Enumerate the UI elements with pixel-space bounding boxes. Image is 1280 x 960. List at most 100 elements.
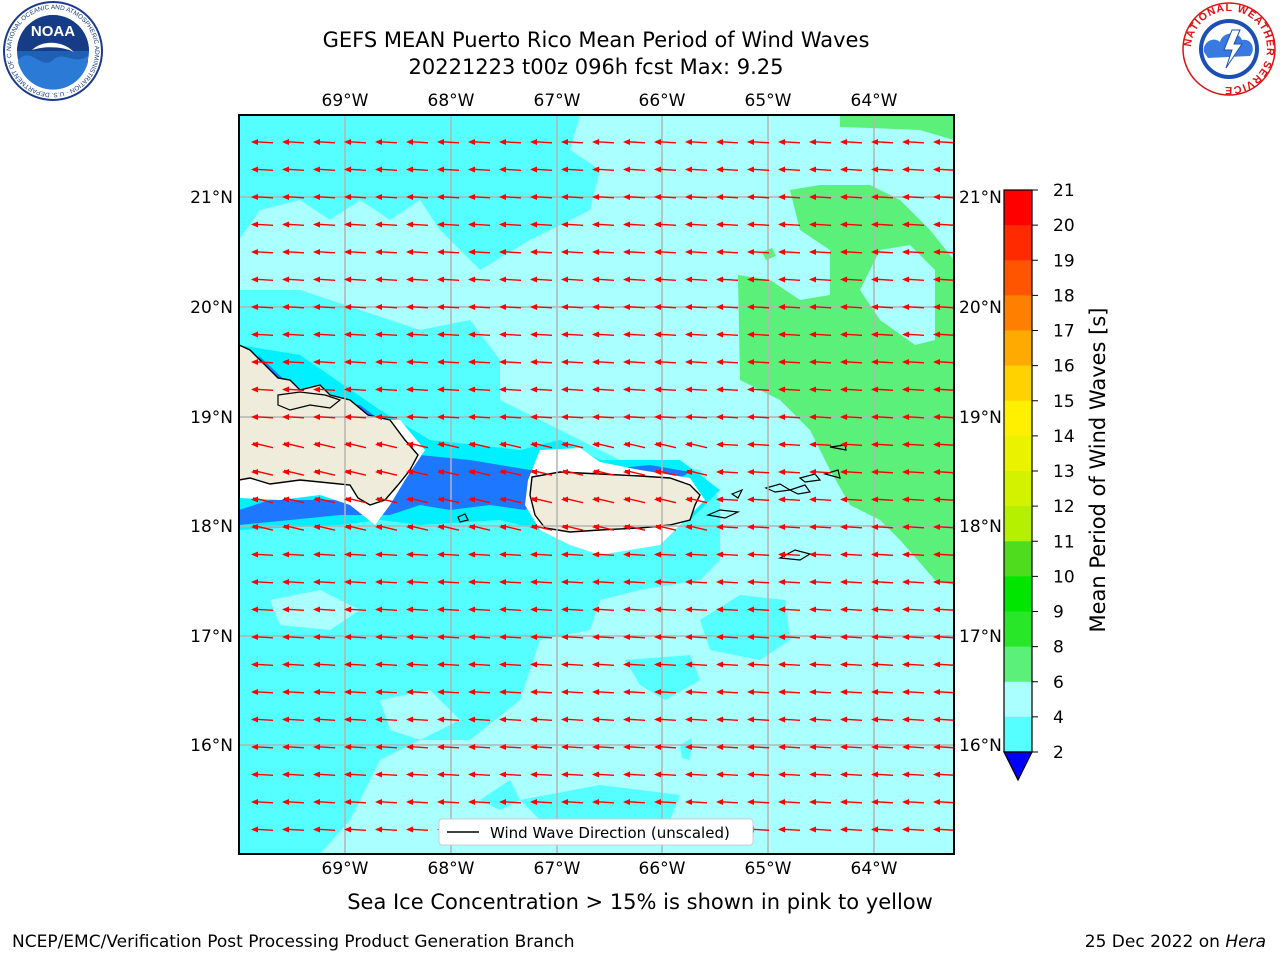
wind-arrow bbox=[251, 194, 274, 200]
wind-arrow bbox=[747, 331, 770, 338]
colorbar-segment bbox=[1004, 190, 1032, 226]
wind-arrow bbox=[716, 441, 739, 448]
wind-arrow bbox=[840, 661, 863, 668]
wind-arrow bbox=[375, 221, 398, 228]
wind-arrow bbox=[685, 551, 708, 558]
wind-arrow bbox=[716, 771, 739, 778]
wind-arrow bbox=[716, 689, 739, 695]
wind-arrow bbox=[530, 661, 553, 668]
wind-arrow bbox=[251, 414, 274, 420]
wind-arrow bbox=[902, 716, 925, 723]
wind-arrow bbox=[437, 304, 460, 310]
wind-arrow bbox=[344, 496, 367, 504]
wind-arrow bbox=[654, 661, 677, 668]
wind-arrow bbox=[499, 551, 522, 558]
wind-arrow bbox=[375, 579, 398, 585]
wind-arrow bbox=[809, 689, 832, 695]
wind-arrow bbox=[499, 139, 522, 145]
wind-arrow bbox=[437, 359, 460, 365]
wind-arrow bbox=[623, 689, 646, 695]
wind-arrow bbox=[902, 524, 925, 530]
wind-arrow bbox=[406, 331, 429, 338]
wind-arrow bbox=[437, 496, 460, 504]
wind-arrow bbox=[778, 716, 801, 723]
wind-arrow bbox=[375, 716, 398, 723]
wind-arrow bbox=[840, 276, 863, 283]
wind-arrow bbox=[592, 276, 615, 283]
wind-arrow bbox=[592, 166, 615, 173]
wind-arrow bbox=[499, 661, 522, 668]
wind-arrow bbox=[747, 359, 770, 365]
wind-arrow bbox=[840, 524, 863, 530]
wind-arrow bbox=[282, 689, 305, 695]
wind-arrow bbox=[375, 386, 398, 393]
wind-arrow bbox=[406, 716, 429, 723]
wind-arrow bbox=[468, 716, 491, 723]
wind-arrow bbox=[685, 194, 708, 200]
wind-arrow bbox=[406, 771, 429, 778]
wind-arrow bbox=[530, 441, 553, 449]
wind-arrow bbox=[530, 331, 553, 338]
wind-arrow bbox=[592, 661, 615, 668]
wind-arrow bbox=[933, 634, 954, 640]
wind-arrow bbox=[437, 469, 460, 476]
wind-arrow bbox=[871, 716, 894, 723]
colorbar-segment bbox=[1004, 435, 1032, 472]
lon-tick-label: 66°W bbox=[639, 91, 686, 111]
wind-arrow bbox=[530, 386, 553, 393]
wind-arrow bbox=[716, 606, 739, 613]
colorbar-segment bbox=[1004, 471, 1032, 507]
wind-arrow bbox=[437, 221, 460, 228]
wind-arrow bbox=[747, 386, 770, 393]
wind-arrow bbox=[406, 661, 429, 668]
wind-arrow bbox=[840, 689, 863, 695]
wind-arrow bbox=[654, 139, 677, 145]
wind-arrow bbox=[499, 386, 522, 393]
wind-arrow bbox=[685, 524, 708, 531]
period-band-8-9 bbox=[380, 690, 460, 740]
wind-arrow bbox=[375, 331, 398, 338]
wind-arrow bbox=[251, 689, 274, 695]
wind-arrow bbox=[809, 661, 832, 668]
colorbar-tick-label: 4 bbox=[1053, 708, 1064, 728]
colorbar-tick-label: 18 bbox=[1053, 286, 1075, 306]
wind-arrow bbox=[375, 496, 398, 504]
wind-arrow bbox=[716, 386, 739, 393]
wind-arrow bbox=[840, 441, 863, 448]
footer-machine: Hera bbox=[1225, 932, 1266, 952]
wind-arrow bbox=[251, 826, 274, 833]
wind-arrow bbox=[530, 304, 553, 310]
wind-arrow bbox=[902, 359, 925, 365]
wind-arrow bbox=[902, 304, 925, 310]
wind-arrow bbox=[468, 304, 491, 310]
wind-arrow bbox=[592, 249, 615, 255]
wind-arrow bbox=[747, 661, 770, 668]
lon-tick-label: 67°W bbox=[534, 859, 581, 879]
wind-arrow bbox=[654, 469, 677, 476]
wind-arrow bbox=[406, 359, 429, 365]
wind-arrow bbox=[561, 744, 584, 750]
wind-arrow bbox=[344, 744, 367, 750]
wind-arrow bbox=[313, 771, 336, 778]
wind-arrow bbox=[251, 496, 274, 504]
wind-arrow bbox=[933, 771, 954, 778]
wind-arrow bbox=[592, 744, 615, 750]
wind-arrow bbox=[468, 661, 491, 668]
colorbar-tick-label: 20 bbox=[1053, 216, 1075, 236]
wind-arrow bbox=[561, 276, 584, 283]
wind-arrow bbox=[902, 249, 925, 255]
wind-arrow bbox=[747, 799, 770, 805]
wind-arrow bbox=[623, 221, 646, 228]
wind-arrow bbox=[561, 221, 584, 228]
wind-arrow bbox=[716, 276, 739, 283]
wind-arrow bbox=[685, 304, 708, 310]
wind-arrow bbox=[685, 276, 708, 283]
lat-tick-label: 17°N bbox=[190, 627, 233, 647]
lon-tick-label: 68°W bbox=[428, 859, 475, 879]
wind-arrow bbox=[716, 524, 739, 530]
lat-ticks-right: 21°N 20°N 19°N 18°N 17°N 16°N bbox=[959, 188, 1002, 756]
wind-arrow bbox=[282, 634, 305, 640]
chart-title: GEFS MEAN Puerto Rico Mean Period of Win… bbox=[322, 28, 870, 52]
wind-arrow bbox=[654, 744, 677, 750]
wind-arrow bbox=[902, 496, 925, 503]
